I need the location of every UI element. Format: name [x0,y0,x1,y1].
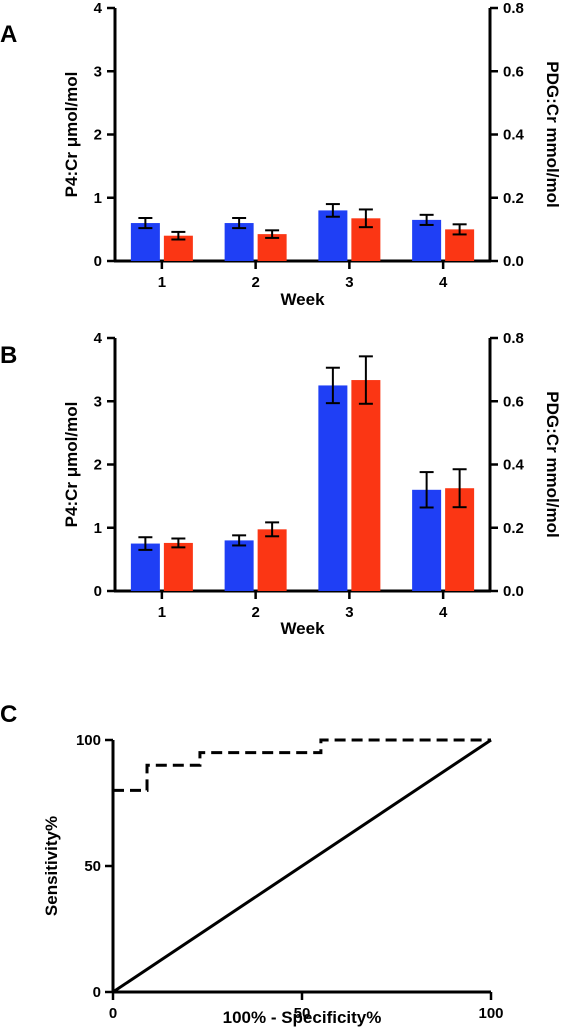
left-tick-label-a: 3 [94,63,102,80]
x-tick-label-b: 4 [439,604,448,621]
right-tick-label-a: 0.2 [503,190,524,207]
right-tick-label-b: 0.6 [503,393,524,410]
x-tick-label-c: 0 [109,1005,117,1022]
left-tick-label-b: 3 [94,393,102,410]
y-axis-label-c: Sensitivity% [42,816,61,916]
reference-diagonal-line [112,738,492,994]
bar-b-p4 [318,385,348,591]
x-tick-label-a: 3 [345,274,353,291]
bar-a-p4 [130,223,160,261]
x-tick-label-a: 1 [158,274,166,291]
x-tick-label-a: 2 [251,274,259,291]
bar-a-p4 [224,223,254,261]
right-tick-label-a: 0.6 [503,63,524,80]
left-tick-label-a: 4 [94,0,103,17]
bar-b-pdg [163,542,193,591]
bar-b-pdg [257,529,287,591]
left-tick-label-a: 2 [94,127,102,144]
right-tick-label-b: 0.8 [503,330,524,347]
roc-curve [113,738,491,792]
panel-label-a: A [0,21,17,48]
left-axis-label-b: P4:Cr μmol/mol [62,402,81,528]
panel-label-b: B [0,342,17,369]
bar-a-p4 [318,210,348,261]
bar-b-p4 [130,543,160,591]
right-tick-label-b: 0.0 [503,583,524,600]
right-tick-label-a: 0.0 [503,253,524,270]
x-axis-label-b: Week [280,619,325,638]
right-axis-label-b: PDG:Cr mmol/mol [543,391,562,537]
x-axis-label-a: Week [280,290,325,309]
x-axis-label-c: 100% - Specificity% [223,1008,382,1027]
right-tick-label-a: 0.4 [503,127,525,144]
left-axis-label-a: P4:Cr μmol/mol [62,72,81,198]
bar-b-p4 [224,540,254,591]
panel-label-c: C [0,701,17,728]
left-tick-label-a: 0 [94,253,102,270]
x-tick-label-c: 50 [294,1005,311,1022]
x-tick-label-b: 3 [345,604,353,621]
left-tick-label-b: 4 [94,330,103,347]
x-tick-label-a: 4 [439,274,448,291]
left-tick-label-a: 1 [94,190,102,207]
left-tick-label-b: 1 [94,520,102,537]
left-tick-label-b: 2 [94,457,102,474]
y-tick-label-c: 0 [93,984,101,1001]
right-tick-label-b: 0.2 [503,520,524,537]
bar-a-p4 [412,219,442,261]
x-tick-label-b: 1 [158,604,166,621]
x-tick-label-c: 100 [478,1005,503,1022]
y-tick-label-c: 100 [76,732,101,749]
y-tick-label-c: 50 [84,858,101,875]
left-tick-label-b: 0 [94,583,102,600]
right-tick-label-a: 0.8 [503,0,524,17]
right-tick-label-b: 0.4 [503,457,525,474]
x-tick-label-b: 2 [251,604,259,621]
right-axis-label-a: PDG:Cr mmol/mol [543,61,562,207]
bar-b-pdg [351,380,381,591]
